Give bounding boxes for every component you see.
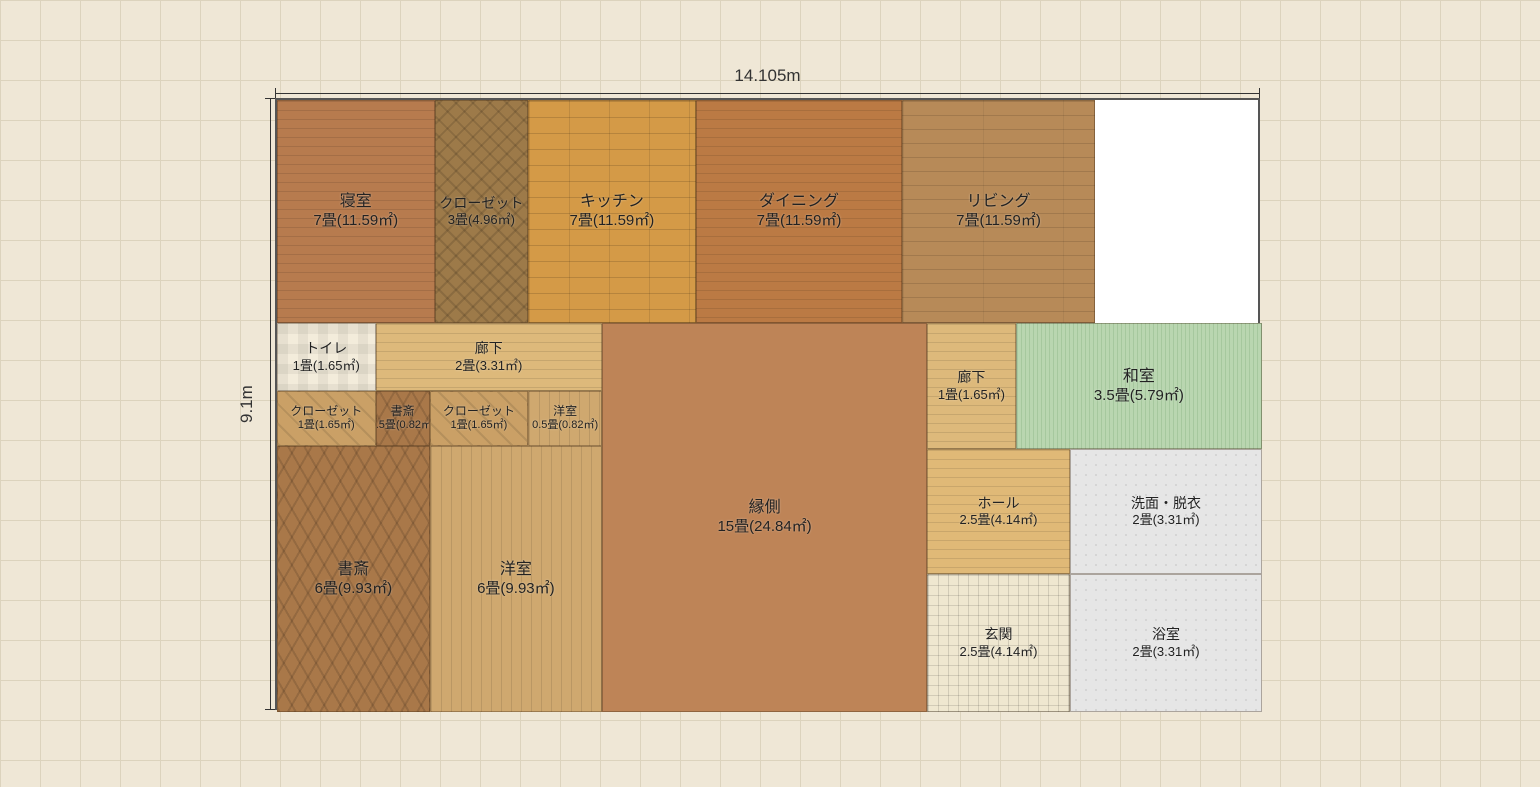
dimension-top-label: 14.105m bbox=[275, 66, 1260, 86]
room-name: 洋室 bbox=[553, 404, 577, 419]
room-hall2: 廊下1畳(1.65㎡) bbox=[927, 323, 1016, 448]
room-name: ダイニング bbox=[759, 192, 839, 212]
room-name: 縁側 bbox=[749, 498, 781, 518]
room-closet3: クローゼット1畳(1.65㎡) bbox=[430, 391, 529, 446]
room-area: 0.5畳(0.82㎡) bbox=[376, 419, 430, 433]
room-area: 1畳(1.65㎡) bbox=[298, 419, 355, 433]
room-name: 廊下 bbox=[475, 340, 503, 358]
room-study2: 書斎0.5畳(0.82㎡) bbox=[376, 391, 430, 446]
room-bath: 浴室2畳(3.31㎡) bbox=[1070, 574, 1262, 712]
dimension-bar bbox=[275, 93, 1260, 94]
room-area: 6畳(9.93㎡) bbox=[315, 580, 393, 599]
dimension-left-label: 9.1m bbox=[235, 98, 259, 710]
room-area: 2.5畳(4.14㎡) bbox=[959, 512, 1037, 528]
room-name: クローゼット bbox=[443, 404, 515, 419]
room-name: 洋室 bbox=[500, 560, 532, 580]
room-area: 6畳(9.93㎡) bbox=[477, 580, 555, 599]
room-name: 廊下 bbox=[957, 369, 985, 387]
room-area: 1畳(1.65㎡) bbox=[450, 419, 507, 433]
room-engawa: 縁側15畳(24.84㎡) bbox=[602, 323, 927, 712]
room-west2: 洋室0.5畳(0.82㎡) bbox=[528, 391, 602, 446]
room-toilet: トイレ1畳(1.65㎡) bbox=[277, 323, 376, 390]
room-name: ホール bbox=[978, 495, 1020, 513]
room-hall1: 廊下2畳(3.31㎡) bbox=[376, 323, 603, 390]
room-area: 2.5畳(4.14㎡) bbox=[959, 644, 1037, 660]
room-area: 3.5畳(5.79㎡) bbox=[1094, 387, 1184, 406]
room-area: 1畳(1.65㎡) bbox=[293, 358, 360, 374]
room-area: 7畳(11.59㎡) bbox=[757, 212, 842, 231]
room-area: 7畳(11.59㎡) bbox=[570, 212, 655, 231]
room-living: リビング7畳(11.59㎡) bbox=[902, 100, 1094, 323]
room-dining: ダイニング7畳(11.59㎡) bbox=[696, 100, 903, 323]
room-name: 書斎 bbox=[391, 404, 415, 419]
room-hallarea: ホール2.5畳(4.14㎡) bbox=[927, 449, 1070, 574]
room-name: クローゼット bbox=[290, 404, 362, 419]
room-closet2: クローゼット1畳(1.65㎡) bbox=[277, 391, 376, 446]
room-name: リビング bbox=[966, 192, 1030, 212]
room-area: 15畳(24.84㎡) bbox=[717, 518, 811, 537]
floorplan: 寝室7畳(11.59㎡)クローゼット3畳(4.96㎡)キッチン7畳(11.59㎡… bbox=[275, 98, 1260, 710]
room-area: 2畳(3.31㎡) bbox=[1132, 512, 1199, 528]
room-senmen: 洗面・脱衣2畳(3.31㎡) bbox=[1070, 449, 1262, 574]
room-name: 浴室 bbox=[1152, 626, 1180, 644]
page-root: 14.105m 9.1m 寝室7畳(11.59㎡)クローゼット3畳(4.96㎡)… bbox=[0, 0, 1540, 787]
room-closet1: クローゼット3畳(4.96㎡) bbox=[435, 100, 529, 323]
dimension-tick bbox=[1259, 88, 1260, 98]
room-name: 玄関 bbox=[985, 626, 1013, 644]
room-area: 2畳(3.31㎡) bbox=[455, 358, 522, 374]
room-area: 7畳(11.59㎡) bbox=[313, 212, 398, 231]
dimension-left: 9.1m bbox=[235, 98, 275, 710]
room-name: トイレ bbox=[305, 340, 347, 358]
room-genkan: 玄関2.5畳(4.14㎡) bbox=[927, 574, 1070, 712]
room-kitchen: キッチン7畳(11.59㎡) bbox=[528, 100, 695, 323]
room-area: 2畳(3.31㎡) bbox=[1132, 644, 1199, 660]
room-name: キッチン bbox=[580, 192, 644, 212]
room-bedroom: 寝室7畳(11.59㎡) bbox=[277, 100, 435, 323]
dimension-top: 14.105m bbox=[275, 64, 1260, 98]
room-area: 0.5畳(0.82㎡) bbox=[532, 419, 598, 433]
room-name: 洗面・脱衣 bbox=[1131, 495, 1201, 513]
room-area: 7畳(11.59㎡) bbox=[956, 212, 1041, 231]
dimension-bar bbox=[270, 98, 271, 710]
room-study1: 書斎6畳(9.93㎡) bbox=[277, 446, 430, 712]
room-area: 1畳(1.65㎡) bbox=[938, 387, 1005, 403]
room-name: 書斎 bbox=[337, 560, 369, 580]
room-washitsu: 和室3.5畳(5.79㎡) bbox=[1016, 323, 1262, 448]
dimension-tick bbox=[265, 709, 275, 710]
floorplan-container: 14.105m 9.1m 寝室7畳(11.59㎡)クローゼット3畳(4.96㎡)… bbox=[275, 98, 1260, 710]
room-name: 和室 bbox=[1123, 367, 1155, 387]
room-west1: 洋室6畳(9.93㎡) bbox=[430, 446, 602, 712]
room-area: 3畳(4.96㎡) bbox=[448, 212, 515, 228]
room-name: 寝室 bbox=[340, 192, 372, 212]
room-name: クローゼット bbox=[439, 195, 523, 213]
